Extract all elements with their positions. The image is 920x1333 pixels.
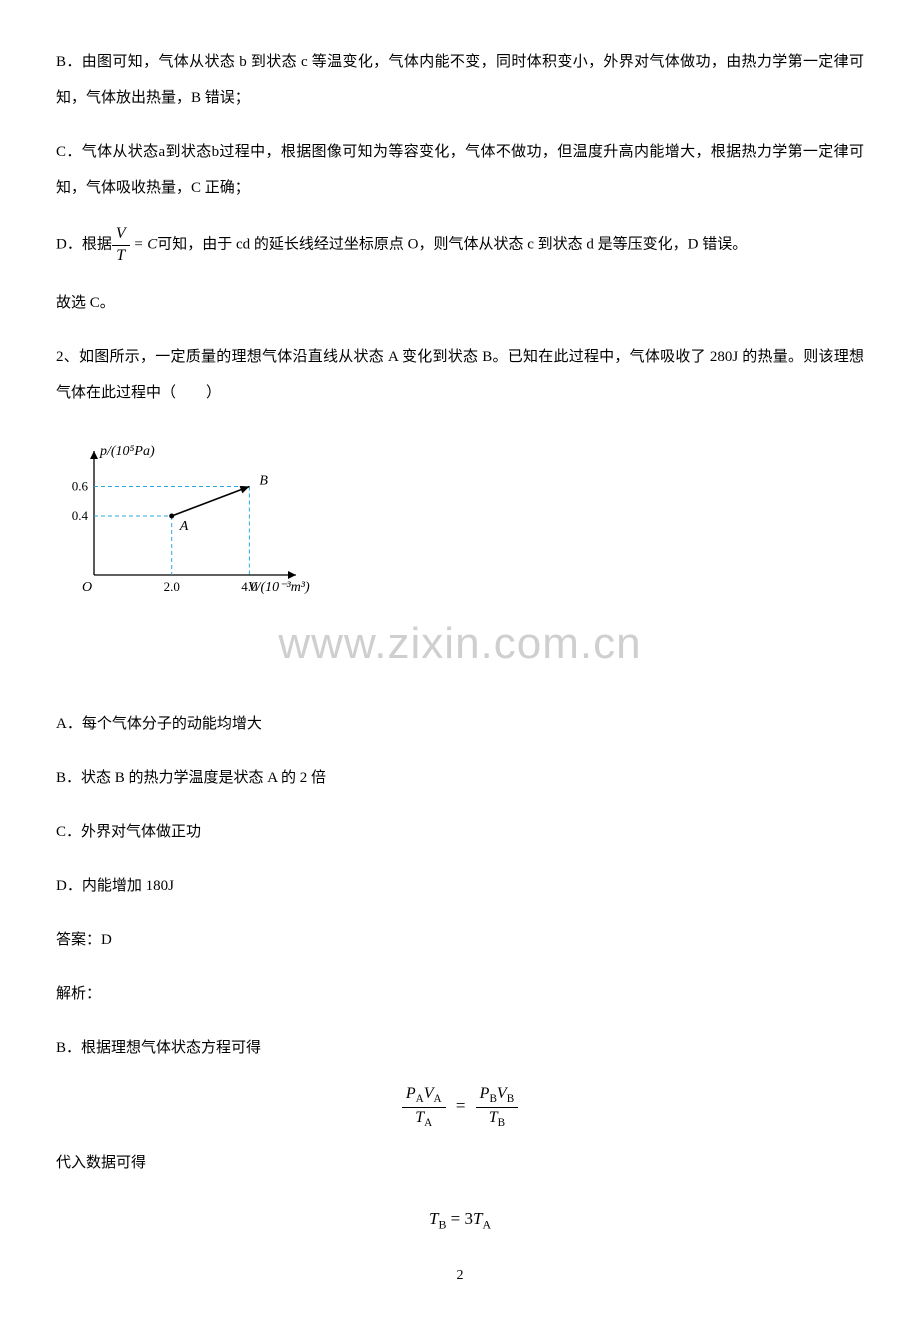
option-b: B．状态 B 的热力学温度是状态 A 的 2 倍 xyxy=(56,760,864,796)
sub-data: 代入数据可得 xyxy=(56,1145,864,1181)
eq1-ln2s: A xyxy=(433,1093,441,1105)
eq1-rds: B xyxy=(498,1117,505,1129)
page-number: 2 xyxy=(56,1259,864,1293)
svg-text:0.4: 0.4 xyxy=(72,508,89,523)
option-c: C．外界对气体做正功 xyxy=(56,814,864,850)
svg-text:A: A xyxy=(179,519,189,534)
frac-v: V xyxy=(116,225,126,242)
eq1-rd: T xyxy=(489,1109,498,1126)
explanation-b: B．根据理想气体状态方程可得 xyxy=(56,1030,864,1066)
eq2-m: = 3 xyxy=(446,1209,473,1228)
eq1-rn2s: B xyxy=(507,1093,514,1105)
option-a: A．每个气体分子的动能均增大 xyxy=(56,706,864,742)
explanation-label: 解析： xyxy=(56,976,864,1012)
option-d: D．内能增加 180J xyxy=(56,868,864,904)
eq1-ld: T xyxy=(415,1109,424,1126)
paragraph-b: B．由图可知，气体从状态 b 到状态 c 等温变化，气体内能不变，同时体积变小，… xyxy=(56,44,864,116)
svg-text:V/(10⁻³m³): V/(10⁻³m³) xyxy=(248,580,310,595)
eq1-rn2: V xyxy=(497,1085,507,1102)
selected-choice: 故选 C。 xyxy=(56,285,864,321)
eq1-rns: B xyxy=(489,1093,496,1105)
eq2-rs: A xyxy=(482,1217,491,1231)
equation-2: TB = 3TA xyxy=(56,1199,864,1240)
frac-t: T xyxy=(116,247,125,264)
eq1-rn: P xyxy=(480,1085,490,1102)
svg-text:O: O xyxy=(82,580,92,595)
svg-text:2.0: 2.0 xyxy=(164,579,180,594)
answer: 答案：D xyxy=(56,922,864,958)
svg-text:B: B xyxy=(259,473,268,488)
equation-1: PAVA TA = PBVB TB xyxy=(56,1084,864,1131)
pv-chart: 0.40.62.04.0ABp/(10⁵Pa)V/(10⁻³m³)O xyxy=(56,435,864,619)
eq1-lns: A xyxy=(416,1093,424,1105)
svg-text:0.6: 0.6 xyxy=(72,478,89,493)
eq1-ln: P xyxy=(406,1085,416,1102)
paragraph-d-post: 可知，由于 cd 的延长线经过坐标原点 O，则气体从状态 c 到状态 d 是等压… xyxy=(157,237,747,253)
paragraph-d-pre: D．根据 xyxy=(56,237,112,253)
frac-rhs: = C xyxy=(130,237,158,253)
svg-text:p/(10⁵Pa): p/(10⁵Pa) xyxy=(99,444,155,459)
eq1-lds: A xyxy=(424,1117,432,1129)
paragraph-c: C．气体从状态a到状态b过程中，根据图像可知为等容变化，气体不做功，但温度升高内… xyxy=(56,134,864,206)
chart-svg: 0.40.62.04.0ABp/(10⁵Pa)V/(10⁻³m³)O xyxy=(56,435,316,605)
paragraph-d: D．根据VT = C可知，由于 cd 的延长线经过坐标原点 O，则气体从状态 c… xyxy=(56,224,864,267)
question-2: 2、如图所示，一定质量的理想气体沿直线从状态 A 变化到状态 B。已知在此过程中… xyxy=(56,339,864,411)
